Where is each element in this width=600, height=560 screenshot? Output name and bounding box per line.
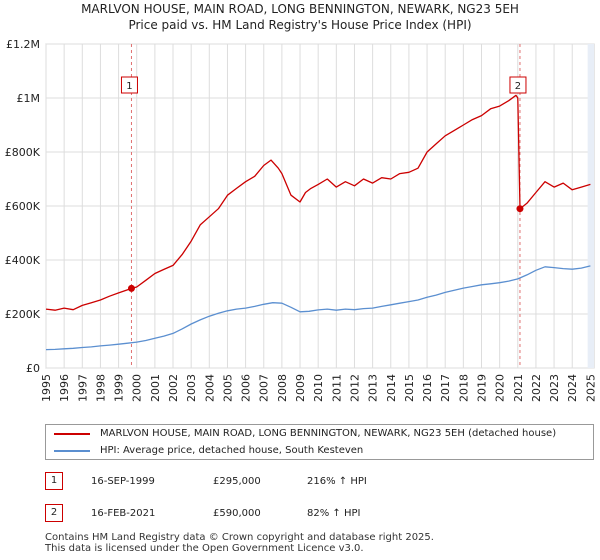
sale-date: 16-FEB-2021 [91, 508, 156, 519]
legend: MARLVON HOUSE, MAIN ROAD, LONG BENNINGTO… [45, 424, 594, 460]
x-tick-label: 2008 [276, 374, 289, 402]
x-tick-label: 2017 [439, 374, 452, 402]
x-tick-label: 2013 [367, 374, 380, 402]
x-tick-label: 2020 [494, 374, 507, 402]
x-tick-label: 2003 [185, 374, 198, 402]
x-tick-label: 2004 [203, 374, 216, 402]
x-tick-label: 2023 [548, 374, 561, 402]
legend-hpi-label: HPI: Average price, detached house, Sout… [100, 445, 364, 456]
x-tick-label: 2025 [584, 374, 597, 402]
x-tick-label: 1998 [94, 374, 107, 402]
x-tick-label: 1997 [76, 374, 89, 402]
y-tick-label: £600K [5, 200, 41, 213]
sale-hpi-change: 82% ↑ HPI [307, 508, 361, 519]
sale-row-2: 2 16-FEB-2021 £590,000 82% ↑ HPI [45, 504, 594, 524]
x-tick-label: 2018 [457, 374, 470, 402]
x-tick-label: 2015 [403, 374, 416, 402]
y-tick-label: £0 [26, 362, 40, 375]
x-tick-label: 1995 [40, 374, 53, 402]
x-tick-label: 1996 [58, 374, 71, 402]
sale-row-1: 1 16-SEP-1999 £295,000 216% ↑ HPI [45, 472, 594, 492]
y-tick-label: £400K [5, 254, 41, 267]
x-tick-label: 2000 [131, 374, 144, 402]
x-tick-label: 2016 [421, 374, 434, 402]
y-tick-label: £1.2M [6, 38, 40, 51]
sale-point [127, 284, 135, 292]
x-tick-label: 2021 [512, 374, 525, 402]
sale-marker-label: 1 [126, 81, 132, 92]
sale-marker-box [120, 76, 138, 94]
sale-point [516, 205, 524, 213]
axes: £0 £200K £400K £600K £800K £1M £1.2M 1995 1996 19… [5, 38, 598, 402]
sale-hpi-change: 216% ↑ HPI [307, 476, 367, 487]
legend-price-label: MARLVON HOUSE, MAIN ROAD, LONG BENNINGTO… [100, 428, 557, 439]
sale-number-badge: 1 [45, 472, 63, 490]
footer-copyright: Contains HM Land Registry data © Crown c… [45, 532, 434, 543]
chart-title: MARLVON HOUSE, MAIN ROAD, LONG BENNINGTO… [81, 2, 519, 16]
sale-number-badge: 2 [45, 504, 63, 522]
sale-price: £295,000 [213, 476, 261, 487]
x-tick-label: 2005 [221, 374, 234, 402]
x-tick-label: 2009 [294, 374, 307, 402]
x-tick-label: 2001 [149, 374, 162, 402]
x-tick-label: 2012 [348, 374, 361, 402]
x-tick-label: 2019 [475, 374, 488, 402]
x-tick-label: 2007 [258, 374, 271, 402]
hpi-line [45, 265, 591, 351]
footer-licence: This data is licensed under the Open Gov… [45, 543, 364, 554]
chart-subtitle: Price paid vs. HM Land Registry's House … [128, 18, 472, 32]
price-chart: £0 £200K £400K £600K £800K £1M £1.2M 1995 1996 19… [5, 38, 598, 402]
x-tick-label: 2014 [385, 374, 398, 402]
sale-marker-box [509, 76, 527, 94]
y-tick-label: £200K [5, 308, 41, 321]
x-tick-label: 2002 [167, 374, 180, 402]
sale-marker-label: 2 [515, 81, 521, 92]
hpi-line-swatch [54, 450, 90, 452]
price-line-swatch [54, 433, 90, 435]
grid-lines [45, 43, 595, 369]
x-tick-label: 2022 [530, 374, 543, 402]
sale-price: £590,000 [213, 508, 261, 519]
y-tick-label: £800K [5, 146, 41, 159]
x-tick-label: 2010 [312, 374, 325, 402]
x-tick-label: 2006 [240, 374, 253, 402]
y-tick-label: £1M [17, 92, 41, 105]
price-paid-line [45, 94, 591, 311]
future-shade [587, 44, 594, 368]
x-tick-label: 2011 [330, 374, 343, 402]
series-lines [45, 94, 591, 351]
x-tick-label: 2024 [566, 374, 579, 402]
x-tick-label: 1999 [113, 374, 126, 402]
sale-date: 16-SEP-1999 [91, 476, 155, 487]
